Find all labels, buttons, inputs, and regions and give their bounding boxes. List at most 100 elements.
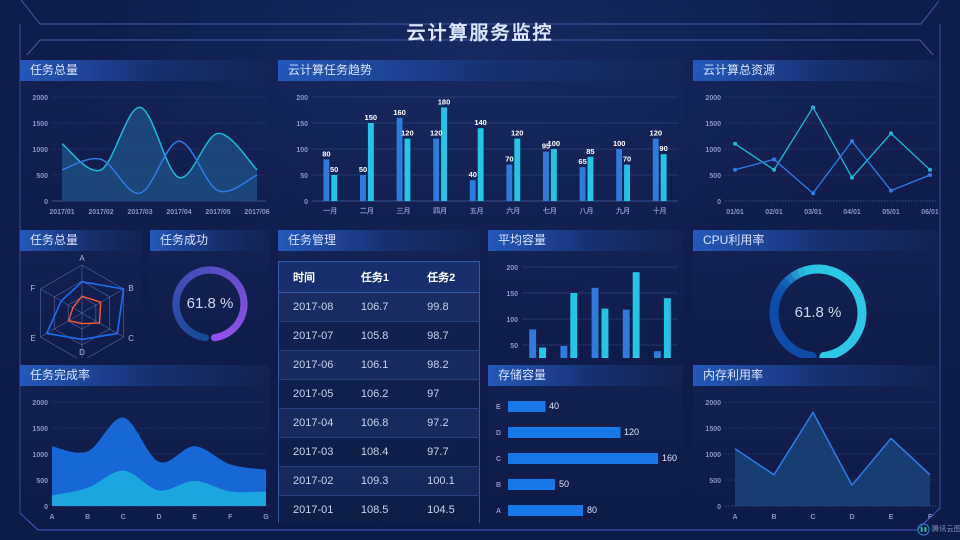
svg-text:G: G: [263, 514, 269, 520]
svg-text:80: 80: [322, 149, 330, 158]
svg-text:C: C: [128, 334, 134, 343]
svg-text:0: 0: [44, 504, 48, 511]
svg-text:E: E: [30, 334, 35, 343]
svg-text:F: F: [228, 514, 233, 520]
svg-text:80: 80: [587, 505, 597, 515]
svg-text:160: 160: [393, 108, 406, 117]
svg-text:A: A: [732, 514, 737, 520]
svg-text:1500: 1500: [705, 121, 721, 128]
svg-text:200: 200: [506, 265, 518, 272]
svg-text:61.8 %: 61.8 %: [795, 304, 842, 321]
svg-text:2017/06: 2017/06: [244, 209, 269, 216]
svg-text:140: 140: [474, 118, 487, 127]
svg-text:C: C: [810, 514, 815, 520]
svg-text:六月: 六月: [506, 206, 520, 215]
svg-text:500: 500: [709, 478, 721, 485]
svg-text:120: 120: [650, 129, 663, 138]
svg-text:0: 0: [304, 199, 308, 206]
svg-text:65: 65: [578, 157, 586, 166]
svg-text:F: F: [31, 284, 36, 293]
svg-text:50: 50: [510, 343, 518, 350]
svg-text:九月: 九月: [615, 206, 630, 215]
svg-text:180: 180: [438, 97, 451, 106]
svg-text:500: 500: [36, 173, 48, 180]
svg-text:70: 70: [505, 155, 513, 164]
svg-text:85: 85: [586, 147, 594, 156]
svg-text:八月: 八月: [579, 207, 594, 215]
svg-text:160: 160: [662, 453, 677, 463]
svg-text:1000: 1000: [705, 147, 721, 154]
svg-text:06/01: 06/01: [921, 209, 938, 216]
svg-text:1000: 1000: [32, 147, 48, 154]
svg-text:2000: 2000: [705, 400, 721, 407]
svg-text:七月: 七月: [543, 206, 557, 215]
svg-text:D: D: [849, 514, 854, 520]
svg-text:2017/03: 2017/03: [127, 209, 152, 216]
svg-text:十月: 十月: [653, 206, 667, 215]
svg-text:2017/05: 2017/05: [205, 209, 230, 216]
svg-text:50: 50: [330, 165, 338, 174]
svg-text:04/01: 04/01: [843, 209, 861, 216]
svg-text:120: 120: [401, 129, 414, 138]
svg-text:B: B: [85, 514, 90, 520]
svg-text:E: E: [889, 514, 894, 520]
svg-text:40: 40: [549, 401, 559, 411]
svg-text:150: 150: [506, 291, 518, 298]
svg-text:100: 100: [613, 139, 626, 148]
svg-text:50: 50: [359, 165, 367, 174]
svg-text:2017/04: 2017/04: [166, 209, 191, 216]
svg-text:02/01: 02/01: [765, 209, 783, 216]
svg-text:0: 0: [717, 504, 721, 511]
svg-text:四月: 四月: [433, 207, 447, 215]
svg-text:E: E: [192, 514, 197, 520]
svg-text:1000: 1000: [705, 452, 721, 459]
svg-text:F: F: [928, 514, 933, 520]
svg-text:1500: 1500: [705, 426, 721, 433]
svg-text:五月: 五月: [470, 207, 484, 215]
svg-text:二月: 二月: [360, 207, 374, 215]
svg-text:B: B: [128, 284, 133, 293]
svg-text:一月: 一月: [323, 207, 337, 215]
svg-text:120: 120: [430, 129, 443, 138]
svg-text:100: 100: [296, 147, 308, 154]
svg-text:0: 0: [44, 199, 48, 206]
svg-text:2017/02: 2017/02: [88, 209, 113, 216]
svg-text:D: D: [496, 430, 501, 437]
svg-text:D: D: [156, 514, 161, 520]
svg-text:1500: 1500: [32, 121, 48, 128]
svg-text:100: 100: [506, 317, 518, 324]
svg-text:150: 150: [365, 113, 378, 122]
svg-text:B: B: [496, 482, 501, 489]
svg-text:61.8 %: 61.8 %: [187, 295, 234, 312]
svg-text:40: 40: [469, 170, 477, 179]
svg-text:2017/01: 2017/01: [49, 209, 74, 216]
svg-text:E: E: [496, 404, 501, 411]
svg-text:01/01: 01/01: [726, 209, 744, 216]
svg-text:2000: 2000: [32, 400, 48, 407]
svg-text:200: 200: [296, 95, 308, 102]
svg-text:500: 500: [709, 173, 721, 180]
svg-text:03/01: 03/01: [804, 209, 822, 216]
svg-text:B: B: [771, 514, 776, 520]
svg-text:A: A: [496, 508, 501, 515]
svg-text:05/01: 05/01: [882, 209, 900, 216]
svg-text:A: A: [49, 514, 54, 520]
svg-text:120: 120: [511, 129, 524, 138]
svg-text:70: 70: [623, 155, 631, 164]
svg-text:D: D: [79, 348, 85, 357]
svg-text:500: 500: [36, 478, 48, 485]
svg-text:三月: 三月: [397, 207, 411, 215]
svg-text:0: 0: [717, 199, 721, 206]
svg-text:120: 120: [624, 427, 639, 437]
svg-text:2000: 2000: [705, 95, 721, 102]
svg-text:C: C: [121, 514, 126, 520]
svg-text:50: 50: [559, 479, 569, 489]
svg-text:100: 100: [548, 139, 561, 148]
svg-text:90: 90: [659, 144, 667, 153]
svg-text:A: A: [79, 254, 85, 263]
svg-text:150: 150: [296, 121, 308, 128]
svg-text:C: C: [496, 456, 501, 463]
svg-text:2000: 2000: [32, 95, 48, 102]
svg-text:1000: 1000: [32, 452, 48, 459]
svg-text:1500: 1500: [32, 426, 48, 433]
